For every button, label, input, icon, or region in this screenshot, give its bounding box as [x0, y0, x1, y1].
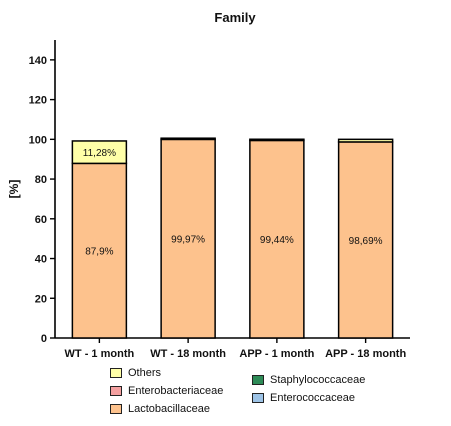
- legend-label-enterobacteriaceae: Enterobacteriaceae: [128, 385, 224, 397]
- bar-app-1-month-others: [249, 138, 305, 142]
- bar-app-1-month-lactobacillaceae: [249, 139, 305, 339]
- y-tick-label-20: 20: [35, 293, 47, 305]
- legend-item-staphylococcaceae: Staphylococcaceae: [252, 373, 365, 387]
- x-tick-label-app-18-month: APP - 18 month: [325, 348, 406, 360]
- legend-label-enterococcaceae: Enterococcaceae: [270, 392, 355, 404]
- y-axis-label: [%]: [7, 180, 21, 199]
- legend-label-lactobacillaceae: Lactobacillaceae: [128, 403, 210, 415]
- chart-legend: Others Enterobacteriaceae Lactobacillace…: [104, 363, 434, 423]
- data-label-app-18-month-lactobacillaceae: 98,69%: [349, 236, 383, 247]
- bar-wt-1-month-lactobacillaceae: [71, 162, 128, 339]
- y-tick-label-40: 40: [35, 254, 47, 266]
- legend-item-lactobacillaceae: Lactobacillaceae: [110, 402, 210, 416]
- data-label-wt-1-month-others: 11,28%: [83, 148, 116, 159]
- y-tick-label-120: 120: [29, 95, 47, 107]
- legend-swatch-lactobacillaceae: [110, 404, 122, 414]
- bar-wt-1-month-others: [71, 140, 128, 165]
- bar-app-18-month-lactobacillaceae: [337, 141, 394, 339]
- legend-label-staphylococcaceae: Staphylococcaceae: [270, 374, 366, 386]
- bar-wt-18-month-lactobacillaceae: [160, 138, 216, 339]
- bar-app-18-month-others: [337, 138, 394, 143]
- y-tick-label-80: 80: [35, 174, 47, 186]
- y-tick-label-0: 0: [41, 333, 47, 345]
- legend-item-others: Others: [110, 366, 161, 380]
- x-tick-label-app-1-month: APP - 1 month: [239, 348, 314, 360]
- x-tick-label-wt-18-month: WT - 18 month: [150, 348, 226, 360]
- legend-swatch-others: [110, 368, 122, 378]
- y-tick-label-140: 140: [29, 55, 47, 67]
- y-tick-label-100: 100: [29, 134, 47, 146]
- data-label-app-1-month-lactobacillaceae: 99,44%: [260, 235, 294, 246]
- chart-title: Family: [214, 10, 256, 25]
- legend-item-enterococcaceae: Enterococcaceae: [252, 391, 355, 405]
- legend-label-others: Others: [128, 367, 162, 379]
- legend-swatch-enterobacteriaceae: [110, 386, 122, 396]
- bar-wt-18-month-others: [160, 137, 216, 141]
- data-label-wt-18-month-lactobacillaceae: 99,97%: [171, 235, 205, 246]
- legend-swatch-enterococcaceae: [252, 393, 264, 403]
- y-tick-label-60: 60: [35, 214, 47, 226]
- legend-swatch-staphylococcaceae: [252, 375, 264, 385]
- legend-item-enterobacteriaceae: Enterobacteriaceae: [110, 384, 223, 398]
- data-label-wt-1-month-lactobacillaceae: 87,9%: [85, 247, 113, 258]
- x-tick-label-wt-1-month: WT - 1 month: [65, 348, 135, 360]
